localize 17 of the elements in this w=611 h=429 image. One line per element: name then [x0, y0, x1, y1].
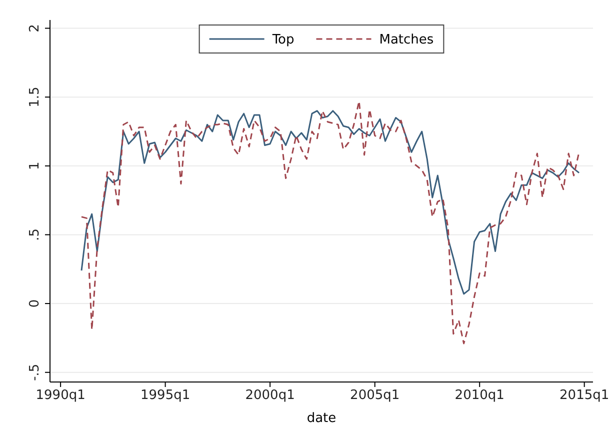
x-tick-label: 2005q1: [350, 388, 400, 404]
line-series: [80, 110, 580, 295]
x-tick-label: 2000q1: [245, 388, 295, 404]
y-tick-label: 2: [28, 24, 43, 32]
y-tick-label: 1: [28, 162, 43, 170]
x-tick-label: 1990q1: [36, 388, 86, 404]
y-tick-label: 1.5: [28, 86, 43, 108]
y-tick-label: 0: [28, 299, 43, 308]
y-tick-label: -.5: [28, 364, 43, 381]
legend-label: Top: [271, 32, 294, 48]
legend-label: Matches: [379, 32, 434, 48]
x-axis-title: date: [306, 411, 336, 426]
y-tick-label: .5: [28, 228, 43, 241]
x-tick-label: 2010q1: [454, 388, 504, 404]
line-series: [80, 100, 580, 344]
x-tick-label: 1995q1: [140, 388, 190, 404]
x-tick-label: 2015q1: [560, 388, 610, 404]
